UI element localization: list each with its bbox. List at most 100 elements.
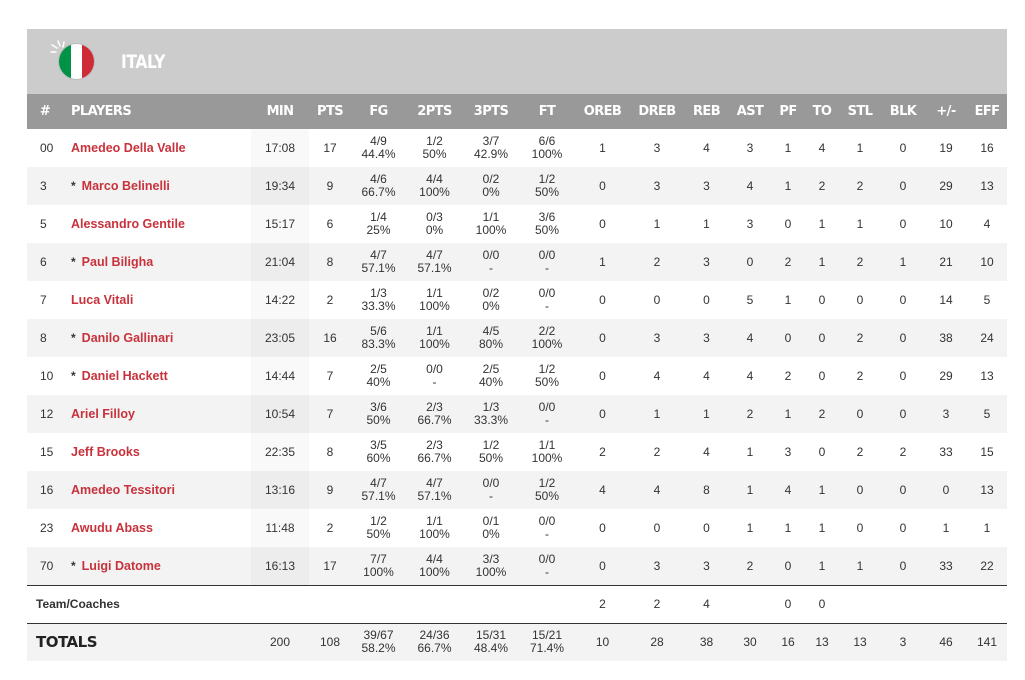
total-points: 108 — [309, 622, 351, 661]
column-header-reb[interactable]: REB — [693, 104, 721, 119]
stat-stl: 1 — [856, 141, 864, 155]
column-header-players[interactable]: PLAYERS — [71, 104, 132, 119]
player-row: 10 * Daniel Hackett 14:44 7 2/5 40% 0/0-2/5 40% 1… — [27, 357, 1007, 395]
stat-eff: 4 — [983, 217, 991, 231]
column-header-pf[interactable]: PF — [779, 104, 797, 119]
player-name-link[interactable]: Amedeo Della Valle — [71, 141, 186, 155]
stat-to: 4 — [818, 141, 826, 155]
two-pointers-percentage: 100% — [419, 527, 450, 541]
stat-pm: 38 — [939, 331, 953, 345]
player-name-link[interactable]: Daniel Hackett — [81, 369, 168, 383]
field-goals: 1/3 33.3% — [351, 281, 406, 319]
team-header: ITALY — [27, 29, 1007, 94]
column-header-num[interactable]: # — [39, 104, 51, 119]
column-header-oreb[interactable]: OREB — [583, 104, 622, 119]
stat-pf: 1 — [784, 179, 792, 193]
player-name-link[interactable]: Danilo Gallinari — [81, 331, 174, 345]
player-name-cell: Alessandro Gentile — [63, 205, 251, 243]
player-name-link[interactable]: Jeff Brooks — [71, 445, 140, 459]
three-pointers-percentage: 0% — [482, 185, 500, 199]
two-pointers-made-attempted: 4/7 — [426, 248, 443, 262]
field-goals: 1/2 50% — [351, 509, 406, 547]
three-pointers: 0/2 0% — [463, 167, 519, 205]
player-number: 8 — [40, 331, 47, 345]
three-pointers-made-attempted: 3/3 — [482, 551, 500, 566]
free-throws: 1/2 50% — [519, 167, 575, 205]
two-pointers: 4/7 57.1% — [406, 243, 463, 281]
column-header-to[interactable]: TO — [812, 104, 832, 119]
column-header-ast[interactable]: AST — [736, 104, 764, 119]
field-goals-made-attempted: 7/7 — [370, 551, 387, 566]
player-name-link[interactable]: Paul Biligha — [81, 255, 154, 269]
basketball-spark-icon — [50, 39, 65, 53]
column-header-ft[interactable]: FT — [538, 104, 556, 119]
player-name-link[interactable]: Alessandro Gentile — [71, 217, 185, 231]
stat-pf: 0 — [784, 331, 792, 345]
player-name-link[interactable]: Amedeo Tessitori — [71, 483, 175, 497]
stat-eff: 1 — [983, 521, 991, 535]
free-throws-percentage: - — [545, 413, 549, 427]
total-oreb: 10 — [575, 622, 630, 661]
stat-reb: 4 — [703, 141, 710, 155]
column-header-min[interactable]: MIN — [266, 104, 294, 119]
column-header-dreb[interactable]: DREB — [638, 104, 676, 119]
column-header-p3[interactable]: 3PTS — [473, 104, 509, 119]
column-header-pts[interactable]: PTS — [317, 104, 344, 119]
two-pointers-percentage: 66.7% — [417, 451, 452, 465]
player-name-cell: * Danilo Gallinari — [63, 319, 251, 357]
two-pointers-percentage: 57.1% — [417, 261, 452, 275]
stat-ast: 4 — [746, 369, 754, 383]
stat-blk: 0 — [899, 483, 907, 497]
stat-ast: 5 — [746, 293, 754, 307]
three-pointers-percentage: 80% — [478, 337, 504, 351]
stat-to: 1 — [818, 483, 826, 497]
three-pointers-percentage: 50% — [478, 451, 504, 465]
three-pointers: 1/2 50% — [463, 433, 519, 471]
player-name-cell: * Paul Biligha — [63, 243, 251, 281]
column-header-stl[interactable]: STL — [847, 104, 873, 119]
player-name-link[interactable]: Awudu Abass — [71, 521, 153, 535]
free-throws-made-attempted: 0/0 — [538, 286, 556, 300]
column-header-p2[interactable]: 2PTS — [417, 104, 452, 119]
free-throws-made-attempted: 0/0 — [538, 514, 556, 528]
minutes: 14:44 — [251, 357, 309, 395]
player-row: 8 * Danilo Gallinari 23:05 16 5/6 83.3% 1/1 100%… — [27, 319, 1007, 357]
player-name-link[interactable]: Ariel Filloy — [71, 407, 135, 421]
stat-blk: 0 — [899, 369, 907, 383]
free-throws-percentage: 50% — [534, 489, 560, 503]
field-goals-made-attempted: 4/6 — [370, 172, 387, 186]
player-row: 23 Awudu Abass 11:48 2 1/2 50% 1/1 100% 0/1 0% 0/0… — [27, 509, 1007, 547]
stat-reb: 0 — [703, 521, 710, 535]
stat-oreb: 0 — [599, 293, 606, 307]
team-stat-dreb: 2 — [630, 584, 684, 623]
player-row: 7 Luca Vitali 14:22 2 1/3 33.3% 1/1 100% 0/2 0% 0/… — [27, 281, 1007, 319]
total-three-pointers: 15/31 48.4% — [463, 622, 519, 661]
stat-ast: 3 — [746, 141, 754, 155]
two-pointers-made-attempted: 1/1 — [426, 286, 443, 300]
stat-ast: 1 — [746, 521, 754, 535]
two-pointers-made-attempted: 2/3 — [426, 438, 443, 452]
three-pointers: 1/3 33.3% — [463, 395, 519, 433]
stat-pf: 3 — [784, 445, 792, 459]
points: 2 — [326, 521, 334, 535]
total-pf: 16 — [771, 622, 805, 661]
stat-stl: 0 — [856, 521, 864, 535]
stat-stl: 1 — [856, 217, 864, 231]
column-header-eff[interactable]: EFF — [974, 104, 1000, 119]
stat-stl: 2 — [856, 255, 864, 269]
player-name-link[interactable]: Luigi Datome — [81, 558, 161, 573]
stat-to: 1 — [818, 255, 826, 269]
stat-reb: 8 — [703, 483, 710, 497]
two-pointers-percentage: - — [432, 375, 437, 389]
column-header-fg[interactable]: FG — [369, 104, 388, 119]
column-header-blk[interactable]: BLK — [889, 104, 917, 119]
player-name-link[interactable]: Marco Belinelli — [81, 179, 170, 193]
column-header-pm[interactable]: +/- — [936, 104, 956, 119]
stat-dreb: 1 — [653, 217, 661, 231]
two-pointers-made-attempted: 2/3 — [426, 400, 443, 414]
player-name-link[interactable]: Luca Vitali — [71, 293, 134, 307]
total-minutes: 200 — [251, 622, 309, 661]
stat-stl: 2 — [856, 179, 864, 193]
total-dreb: 28 — [630, 622, 684, 661]
stat-reb: 3 — [703, 255, 710, 269]
